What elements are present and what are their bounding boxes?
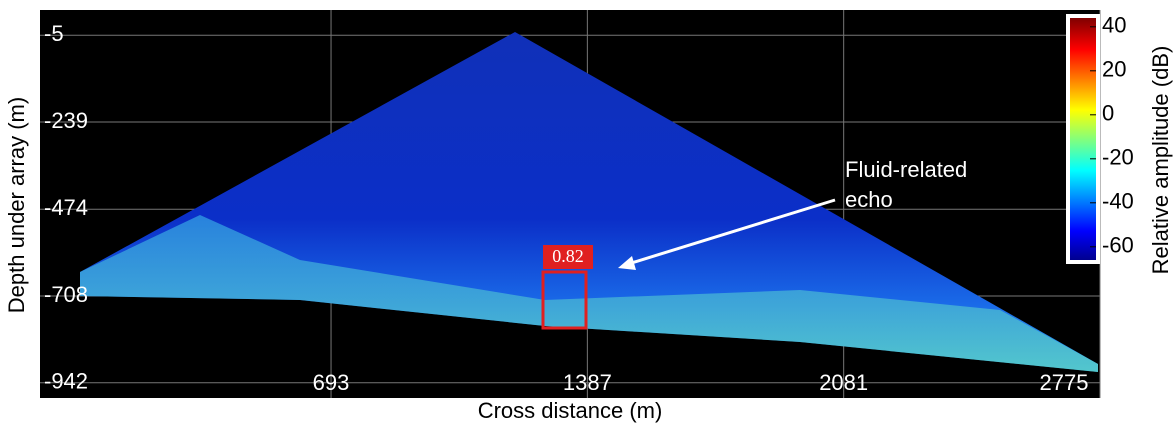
annotation-text: Fluid-related echo xyxy=(845,157,968,212)
colorbar-tick-label: -20 xyxy=(1102,145,1134,170)
colorbar-tick-label: 0 xyxy=(1102,101,1114,126)
colorbar-tick-label: 20 xyxy=(1102,57,1126,82)
x-tick-label: 2081 xyxy=(819,370,868,395)
annotation-arrow xyxy=(624,198,836,267)
sonar-floor-echo xyxy=(80,215,1098,372)
echo-box xyxy=(541,270,588,330)
colorbar xyxy=(1070,18,1096,260)
colorbar-ticks: 40 20 0 -20 -40 -60 xyxy=(1090,13,1134,258)
y-tick-label: -942 xyxy=(44,369,88,394)
y-tick-label: -5 xyxy=(44,21,64,46)
x-axis-label: Cross distance (m) xyxy=(478,398,663,423)
arrow-head xyxy=(618,256,636,270)
x-tick-label: 693 xyxy=(313,370,350,395)
x-tick-label: 1387 xyxy=(563,370,612,395)
colorbar-label: Relative amplitude (dB) xyxy=(1148,46,1173,275)
x-tick-label: 2775 xyxy=(1040,370,1089,395)
colorbar-tick-label: 40 xyxy=(1102,13,1126,38)
y-tick-label: -708 xyxy=(44,282,88,307)
y-axis-label: Depth under array (m) xyxy=(4,97,29,313)
y-tick-label: -239 xyxy=(44,108,88,133)
y-tick-label: -474 xyxy=(44,195,88,220)
annotation: Fluid-related echo xyxy=(845,157,968,212)
colorbar-tick-label: -60 xyxy=(1102,233,1134,258)
echo-label-bg xyxy=(543,245,593,269)
colorbar-tick-label: -40 xyxy=(1102,189,1134,214)
echo-value: 0.82 xyxy=(552,246,584,266)
